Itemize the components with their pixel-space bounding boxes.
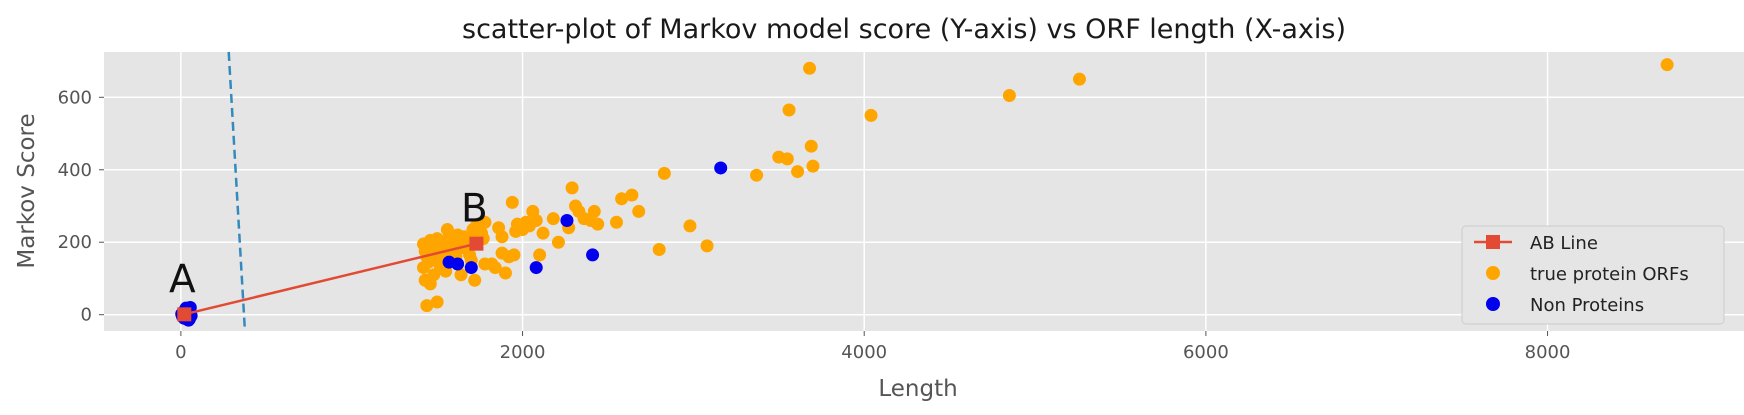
lines xyxy=(227,51,247,332)
true-protein-point xyxy=(454,268,468,282)
non-protein-point xyxy=(714,161,728,175)
x-tick-label: 8000 xyxy=(1525,342,1571,363)
true-protein-point xyxy=(488,261,502,275)
x-tick-label: 2000 xyxy=(500,342,546,363)
point-label-a: A xyxy=(169,257,196,302)
true-protein-point xyxy=(495,230,509,244)
true-protein-point xyxy=(533,248,547,262)
legend-entry-non-protein: Non Proteins xyxy=(1530,295,1644,316)
true-protein-point xyxy=(529,213,543,227)
boundary-line xyxy=(227,51,247,332)
true-protein-point xyxy=(610,215,623,229)
true-protein-point xyxy=(625,188,639,202)
y-tick-label: 600 xyxy=(58,87,92,108)
true-protein-point xyxy=(803,61,817,75)
point-labels: AB xyxy=(169,187,488,303)
non-protein-point xyxy=(451,257,465,271)
legend: AB Line true protein ORFs Non Proteins xyxy=(1461,225,1725,325)
true-protein-point xyxy=(632,204,646,218)
true-protein-point xyxy=(1660,58,1674,72)
true-protein-point xyxy=(782,103,796,117)
true-protein-point xyxy=(683,219,697,233)
true-protein-point xyxy=(1002,88,1016,102)
point-label-b: B xyxy=(461,187,488,232)
chart-title: scatter-plot of Markov model score (Y-ax… xyxy=(462,14,1346,45)
legend-non-protein-swatch xyxy=(1486,297,1500,311)
legend-box xyxy=(1461,225,1725,325)
true-protein-point xyxy=(420,299,434,313)
legend-ab-line-marker xyxy=(1486,235,1500,249)
non-protein-point xyxy=(464,261,478,275)
true-protein-point xyxy=(652,242,666,256)
true-protein-point xyxy=(700,239,714,253)
true-protein-point xyxy=(565,181,579,195)
true-protein-point xyxy=(750,168,764,182)
tick-labels: 0 2000 4000 6000 8000 0 200 400 600 xyxy=(58,87,1571,363)
true-protein-point xyxy=(615,192,629,206)
true-protein-point xyxy=(864,108,878,122)
x-tick-label: 6000 xyxy=(1183,342,1229,363)
true-protein-point xyxy=(498,266,512,280)
legend-entry-ab-line: AB Line xyxy=(1530,233,1598,254)
true-protein-point xyxy=(806,159,820,173)
non-protein-point xyxy=(586,248,600,262)
x-tick-label: 0 xyxy=(175,342,186,363)
ab-line-marker xyxy=(469,236,484,251)
y-tick-label: 400 xyxy=(58,160,92,181)
x-axis-label: Length xyxy=(878,376,957,402)
true-protein-point xyxy=(478,215,492,229)
y-tick-label: 0 xyxy=(81,305,92,326)
true-protein-point xyxy=(507,248,521,262)
true-protein-point xyxy=(536,226,550,240)
true-protein-point xyxy=(780,152,794,166)
true-protein-point xyxy=(587,204,601,218)
true-protein-point xyxy=(551,235,565,249)
true-protein-point xyxy=(791,165,805,179)
data-points xyxy=(175,58,1674,327)
true-protein-point xyxy=(468,273,482,287)
y-axis-label: Markov Score xyxy=(14,113,40,268)
y-tick-label: 200 xyxy=(58,232,92,253)
non-protein-point xyxy=(560,213,574,227)
non-protein-point xyxy=(529,261,543,275)
true-protein-point xyxy=(804,139,818,153)
x-tick-label: 4000 xyxy=(841,342,887,363)
legend-entry-true-protein: true protein ORFs xyxy=(1530,264,1689,285)
ab-line xyxy=(183,242,477,316)
true-protein-point xyxy=(657,166,671,180)
true-protein-point xyxy=(546,212,560,226)
true-protein-point xyxy=(416,261,430,275)
ab-line-marker xyxy=(177,307,192,322)
true-protein-point xyxy=(505,195,519,209)
legend-true-protein-swatch xyxy=(1486,266,1500,280)
true-protein-point xyxy=(430,295,444,309)
true-protein-point xyxy=(591,217,605,231)
true-protein-point xyxy=(1072,72,1086,86)
